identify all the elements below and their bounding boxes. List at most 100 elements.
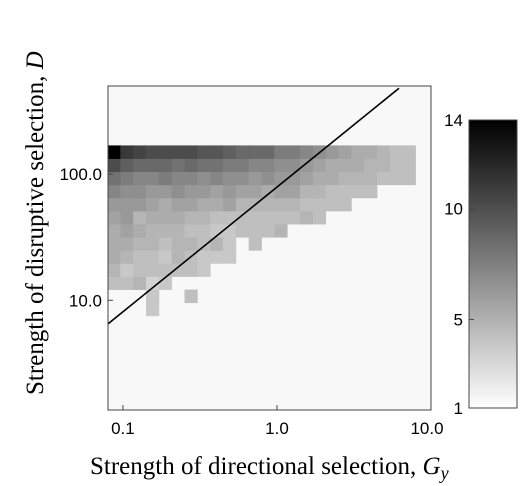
heatmap-cell [287,197,301,212]
heatmap-cell [133,171,147,186]
heatmap-cell [223,237,237,251]
heatmap-cell [108,145,121,159]
heatmap-cell [146,263,160,277]
heatmap-cell [235,210,250,225]
heatmap-cell [274,158,288,173]
heatmap-cell [287,145,301,159]
heatmap-cell [197,145,211,159]
heatmap-cell [171,145,185,159]
heatmap-cell [108,237,121,251]
heatmap-cell [120,197,134,212]
heatmap-cell [210,158,224,173]
heatmap-cell [210,145,224,159]
heatmap-cell [261,210,275,225]
heatmap-cell [299,184,314,199]
heatmap-cell [197,263,211,277]
heatmap-cell [171,171,185,186]
heatmap-cell [299,197,314,212]
heatmap-cell [171,224,185,238]
heatmap-cell [120,145,134,159]
heatmap-cell [197,197,211,212]
heatmap-cell [210,224,224,238]
heatmap-cell [171,237,185,251]
heatmap-cell [120,237,134,251]
heatmap-cell [223,171,237,186]
heatmap-cell [133,145,147,159]
heatmap-cell [235,145,250,159]
heatmap-cell [184,289,198,304]
heatmap-cell [171,197,185,212]
heatmap-cell [364,171,378,186]
x-tick-label: 1.0 [265,419,289,438]
heatmap-cell [261,158,275,173]
heatmap-cell [108,197,121,212]
heatmap-cell [133,224,147,238]
heatmap-cell [197,184,211,199]
heatmap-cell [248,145,262,159]
heatmap-cell [133,250,147,264]
heatmap-cell [146,224,160,238]
heatmap-cell [210,197,224,212]
heatmap-cell [287,171,301,186]
heatmap-cell [325,197,339,212]
heatmap-cell [171,158,185,173]
heatmap-cell [210,184,224,199]
heatmap-cell [364,184,378,199]
colorbar-gradient [468,119,518,409]
x-tick-label: 10.0 [410,419,443,438]
heatmap-cell [146,184,160,199]
heatmap-cell [146,276,160,290]
heatmap-cell [171,210,185,225]
heatmap-cell [248,210,262,225]
y-tick-label: 100.0 [59,165,102,184]
heatmap-cell [158,184,173,199]
heatmap-cell [299,145,314,159]
heatmap-cell [133,263,147,277]
heatmap-cell [338,197,352,212]
heatmap-cell [364,145,378,159]
heatmap-cell [197,250,211,264]
heatmap-cell [197,210,211,225]
heatmap-cell [223,197,237,212]
heatmap-cell [325,158,339,173]
heatmap-cell [325,184,339,199]
heatmap-cell [389,171,404,186]
heatmap-cell [312,171,327,186]
heatmap-cell [146,210,160,225]
heatmap-cell [158,197,173,212]
heatmap-cell [108,263,121,277]
heatmap-cell [120,184,134,199]
heatmap-cell [120,250,134,264]
heatmap-cell [158,224,173,238]
heatmap-cell [235,197,250,212]
heatmap-cell [389,158,404,173]
heatmap-cell [184,263,198,277]
heatmap-cell [171,184,185,199]
heatmap-cell [274,197,288,212]
y-tick-label: 10.0 [69,291,102,310]
heatmap-cell [312,158,327,173]
heatmap-cell [376,145,391,159]
heatmap-cell [171,263,185,277]
heatmap-cell [248,237,262,251]
heatmap-cell [184,158,198,173]
heatmap-cell [351,184,365,199]
heatmap-cell [261,184,275,199]
y-axis-ticks: 10.0 100.0 [59,165,113,310]
y-axis-title: Strength of disruptive selection, D [22,51,49,395]
heatmap-cell [299,171,314,186]
heatmap-cell [223,184,237,199]
heatmap-cell [158,250,173,264]
heatmap-cell [146,237,160,251]
heatmap-cell [158,210,173,225]
heatmap-cell [402,171,416,186]
heatmap-cell [184,210,198,225]
heatmap-cell [338,158,352,173]
heatmap-cell [376,158,391,173]
heatmap-cell [120,263,134,277]
heatmap-cell [274,224,288,238]
heatmap-cell [299,210,314,225]
heatmap-cell [197,237,211,251]
heatmap-cell [287,184,301,199]
heatmap-cell [376,171,391,186]
